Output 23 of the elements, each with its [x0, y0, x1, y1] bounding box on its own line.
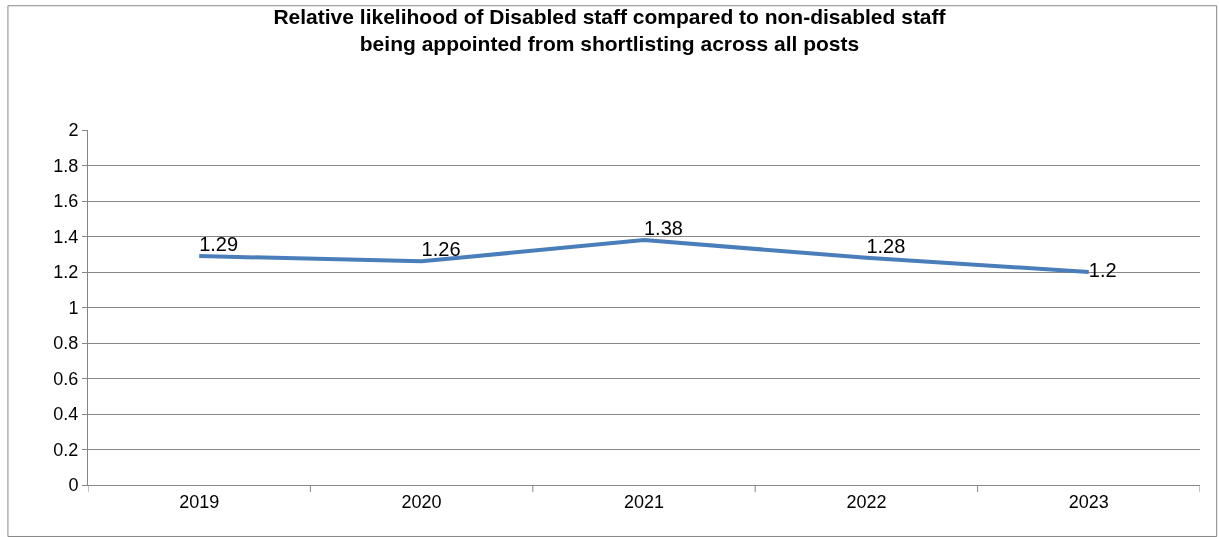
x-tick-label: 2021: [623, 491, 665, 512]
data-label: 1.26: [421, 238, 461, 261]
y-tick-label: 1: [68, 297, 79, 318]
y-tick-label: 1.8: [53, 155, 79, 176]
y-tick-label: 0.4: [53, 404, 79, 425]
x-tick-label: 2022: [846, 491, 887, 512]
x-tick-label: 2019: [179, 491, 220, 512]
y-tick-label: 0.6: [53, 368, 79, 389]
y-tick-label: 2: [68, 120, 79, 141]
chart-title: Relative likelihood of Disabled staff compared to non-disabled staff being appointed from shortlisting across all posts: [273, 5, 947, 56]
y-tick-label: 1.4: [53, 226, 79, 247]
y-tick-label: 1.2: [53, 262, 79, 283]
data-label: 1.2: [1088, 259, 1117, 281]
x-tick-label: 2023: [1068, 491, 1109, 512]
y-tick-label: 0.2: [53, 439, 79, 460]
x-tick-label: 2020: [401, 491, 442, 512]
y-tick-label: 0: [68, 475, 79, 496]
y-tick-label: 0.8: [53, 333, 79, 354]
data-label: 1.38: [644, 217, 683, 240]
line-series: [197, 238, 1091, 274]
y-tick-label: 1.6: [53, 191, 79, 212]
data-label: 1.29: [199, 233, 239, 256]
data-label: 1.28: [866, 234, 906, 257]
